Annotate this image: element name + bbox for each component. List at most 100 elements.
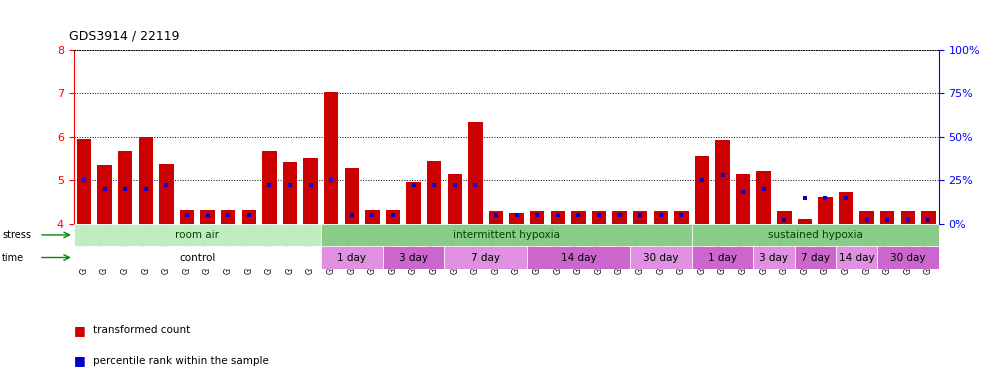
Point	[715, 172, 730, 178]
Point	[859, 217, 875, 223]
Bar	[530, 212, 545, 223]
Bar	[262, 151, 276, 223]
Bar	[692, 246, 753, 269]
Bar	[778, 212, 791, 223]
Bar	[320, 246, 382, 269]
Point	[921, 217, 937, 223]
Point	[694, 177, 710, 183]
Point	[447, 182, 463, 189]
Bar	[468, 122, 483, 223]
Bar	[221, 210, 235, 223]
Bar	[838, 192, 853, 223]
Point	[385, 212, 401, 218]
Bar	[527, 246, 630, 269]
Point	[365, 212, 380, 218]
Point	[241, 212, 257, 218]
Point	[591, 212, 607, 218]
Text: percentile rank within the sample: percentile rank within the sample	[93, 356, 269, 366]
Point	[880, 217, 896, 223]
Bar	[550, 212, 565, 223]
Bar	[797, 219, 812, 223]
Point	[406, 182, 422, 189]
Bar	[736, 174, 750, 223]
Bar	[406, 182, 421, 223]
Point	[735, 189, 751, 195]
Bar	[159, 164, 174, 223]
Bar	[97, 165, 112, 223]
Point	[797, 195, 813, 201]
Bar	[794, 246, 836, 269]
Bar	[74, 246, 320, 269]
Text: 7 day: 7 day	[801, 253, 830, 263]
Bar	[489, 212, 503, 223]
Bar	[877, 246, 939, 269]
Bar	[324, 93, 338, 223]
Point	[508, 212, 524, 218]
Bar	[74, 223, 320, 246]
Point	[468, 182, 484, 189]
Text: room air: room air	[175, 230, 219, 240]
Bar	[201, 210, 215, 223]
Bar	[818, 197, 833, 223]
Point	[96, 186, 112, 192]
Point	[653, 212, 668, 218]
Point	[489, 212, 504, 218]
Text: 14 day: 14 day	[560, 253, 596, 263]
Bar	[900, 212, 915, 223]
Point	[323, 177, 339, 183]
Point	[303, 182, 318, 189]
Point	[818, 195, 834, 201]
Point	[756, 186, 772, 192]
Bar	[654, 212, 667, 223]
Text: 1 day: 1 day	[708, 253, 737, 263]
Bar	[674, 212, 688, 223]
Bar	[320, 223, 692, 246]
Bar	[385, 210, 400, 223]
Point	[261, 182, 277, 189]
Point	[611, 212, 627, 218]
Text: 3 day: 3 day	[399, 253, 428, 263]
Bar	[382, 246, 444, 269]
Point	[838, 195, 854, 201]
Point	[117, 186, 133, 192]
Point	[282, 182, 298, 189]
Bar	[753, 246, 794, 269]
Bar	[757, 170, 771, 223]
Point	[570, 212, 586, 218]
Bar	[345, 168, 359, 223]
Point	[549, 212, 565, 218]
Bar	[139, 137, 153, 223]
Bar	[180, 210, 195, 223]
Text: sustained hypoxia: sustained hypoxia	[768, 230, 863, 240]
Point	[138, 186, 153, 192]
Bar	[612, 212, 627, 223]
Bar	[592, 212, 607, 223]
Text: 1 day: 1 day	[337, 253, 367, 263]
Bar	[571, 212, 586, 223]
Bar	[836, 246, 877, 269]
Point	[220, 212, 236, 218]
Bar	[283, 162, 297, 223]
Point	[344, 212, 360, 218]
Point	[200, 212, 215, 218]
Bar	[633, 212, 648, 223]
Text: time: time	[2, 253, 25, 263]
Text: 30 day: 30 day	[643, 253, 678, 263]
Point	[76, 177, 91, 183]
Text: control: control	[179, 253, 215, 263]
Bar	[509, 213, 524, 223]
Point	[900, 217, 916, 223]
Bar	[630, 246, 692, 269]
Text: intermittent hypoxia: intermittent hypoxia	[453, 230, 559, 240]
Text: 14 day: 14 day	[838, 253, 874, 263]
Text: GDS3914 / 22119: GDS3914 / 22119	[69, 29, 179, 42]
Text: stress: stress	[2, 230, 31, 240]
Text: ■: ■	[74, 354, 86, 367]
Bar	[447, 174, 462, 223]
Bar	[880, 212, 895, 223]
Text: 7 day: 7 day	[471, 253, 500, 263]
Point	[673, 212, 689, 218]
Point	[777, 217, 792, 223]
Point	[427, 182, 442, 189]
Text: ■: ■	[74, 324, 86, 337]
